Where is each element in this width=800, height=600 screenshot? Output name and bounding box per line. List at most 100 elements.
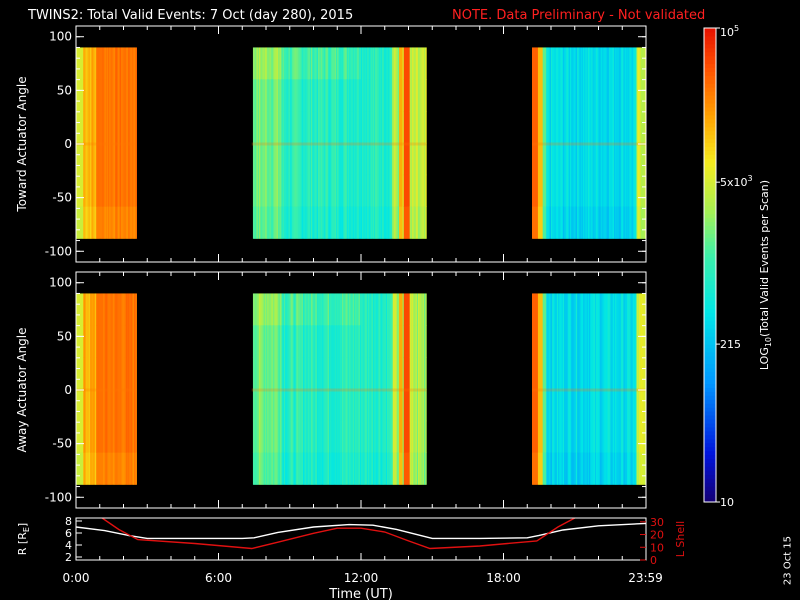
heatmap-cell [594, 142, 597, 176]
heatmap-cell [364, 206, 367, 239]
heatmap-cell [76, 452, 78, 485]
heatmap-cell [416, 79, 419, 112]
heatmap-cell [271, 293, 274, 326]
heatmap-cell [385, 174, 388, 207]
heatmap-cell [95, 79, 97, 112]
heatmap-cell [608, 206, 610, 239]
heatmap-cell [330, 142, 332, 176]
heatmap-cell [418, 47, 420, 80]
heatmap-cell [368, 293, 370, 326]
heatmap-cell [267, 111, 269, 144]
heatmap-cell [92, 325, 95, 358]
heatmap-cell [400, 388, 402, 422]
heatmap-cell [375, 206, 377, 239]
heatmap-cell [288, 325, 291, 358]
heatmap-cell [551, 420, 553, 453]
heatmap-cell [578, 325, 580, 358]
heatmap-cell [412, 452, 414, 485]
heatmap-cell [573, 452, 576, 485]
heatmap-cell [573, 293, 576, 326]
heatmap-cell [83, 452, 85, 485]
heatmap-cell [401, 174, 403, 207]
heatmap-cell [92, 388, 95, 422]
heatmap-cell [396, 293, 399, 326]
heatmap-cell [338, 79, 341, 112]
heatmap-cell [285, 452, 287, 485]
heatmap-cell [122, 325, 124, 358]
heatmap-cell [124, 206, 127, 239]
heatmap-cell [80, 293, 83, 326]
heatmap-cell [349, 206, 351, 239]
colorbar-swatch [704, 347, 716, 353]
heatmap-cell [575, 142, 578, 176]
heatmap-cell [415, 47, 418, 80]
heatmap-cell [600, 293, 603, 326]
heatmap-cell [412, 388, 414, 422]
heatmap-cell [289, 293, 292, 326]
heatmap-cell [573, 388, 576, 422]
heatmap-cell [292, 47, 294, 80]
heatmap-cell [131, 79, 134, 112]
heatmap-cell [327, 293, 330, 326]
heatmap-cell [131, 357, 134, 390]
heatmap-cell [570, 47, 572, 80]
heatmap-cell [596, 420, 598, 453]
heatmap-cell [129, 174, 132, 207]
heatmap-cell [385, 452, 388, 485]
heatmap-cell [307, 174, 310, 207]
colorbar-swatch [704, 99, 716, 104]
heatmap-cell [306, 357, 308, 390]
colorbar-swatch [704, 75, 716, 80]
heatmap-cell [413, 357, 415, 390]
heatmap-cell [333, 174, 336, 207]
heatmap-cell [634, 47, 636, 80]
heatmap-cell [340, 357, 343, 390]
heatmap-cell [357, 357, 360, 390]
heatmap-cell [369, 206, 371, 239]
heatmap-cell [559, 388, 561, 422]
heatmap-cell [125, 420, 128, 453]
heatmap-cell [543, 452, 546, 485]
heatmap-cell [344, 420, 346, 453]
heatmap-cell [549, 174, 552, 207]
heatmap-cell [400, 325, 402, 358]
heatmap-cell [279, 142, 281, 176]
heatmap-cell [133, 388, 135, 422]
heatmap-cell [260, 111, 262, 144]
heatmap-cell [85, 420, 88, 453]
heatmap-cell [609, 357, 611, 390]
heatmap-cell [125, 206, 128, 239]
heatmap-cell [374, 206, 376, 239]
heatmap-cell [551, 325, 553, 358]
heatmap-cell [416, 206, 419, 239]
heatmap-cell [584, 357, 586, 390]
heatmap-cell [355, 79, 357, 112]
heatmap-cell [344, 293, 346, 326]
heatmap-cell [318, 79, 320, 112]
heatmap-cell [89, 357, 91, 390]
heatmap-cell [566, 325, 569, 358]
heatmap-cell [281, 174, 284, 207]
heatmap-cell [406, 142, 408, 176]
heatmap-cell [397, 388, 400, 422]
heatmap-cell [319, 47, 322, 80]
heatmap-cell [604, 47, 607, 80]
heatmap-cell [572, 47, 574, 80]
heatmap-cell [540, 357, 542, 390]
heatmap-cell [83, 357, 85, 390]
heatmap-cell [562, 142, 565, 176]
heatmap-cell [290, 420, 293, 453]
colorbar-swatch [704, 265, 716, 270]
colorbar-swatch [704, 383, 716, 388]
colorbar-swatch [704, 103, 716, 108]
heatmap-cell [103, 142, 105, 176]
heatmap-cell [615, 357, 617, 390]
heatmap-cell [642, 111, 645, 144]
heatmap-cell [561, 357, 564, 390]
heatmap-cell [546, 420, 548, 453]
heatmap-cell [571, 174, 573, 207]
heatmap-cell [610, 388, 612, 422]
heatmap-cell [114, 47, 116, 80]
heatmap-cell [632, 111, 635, 144]
colorbar-swatch [704, 71, 716, 76]
